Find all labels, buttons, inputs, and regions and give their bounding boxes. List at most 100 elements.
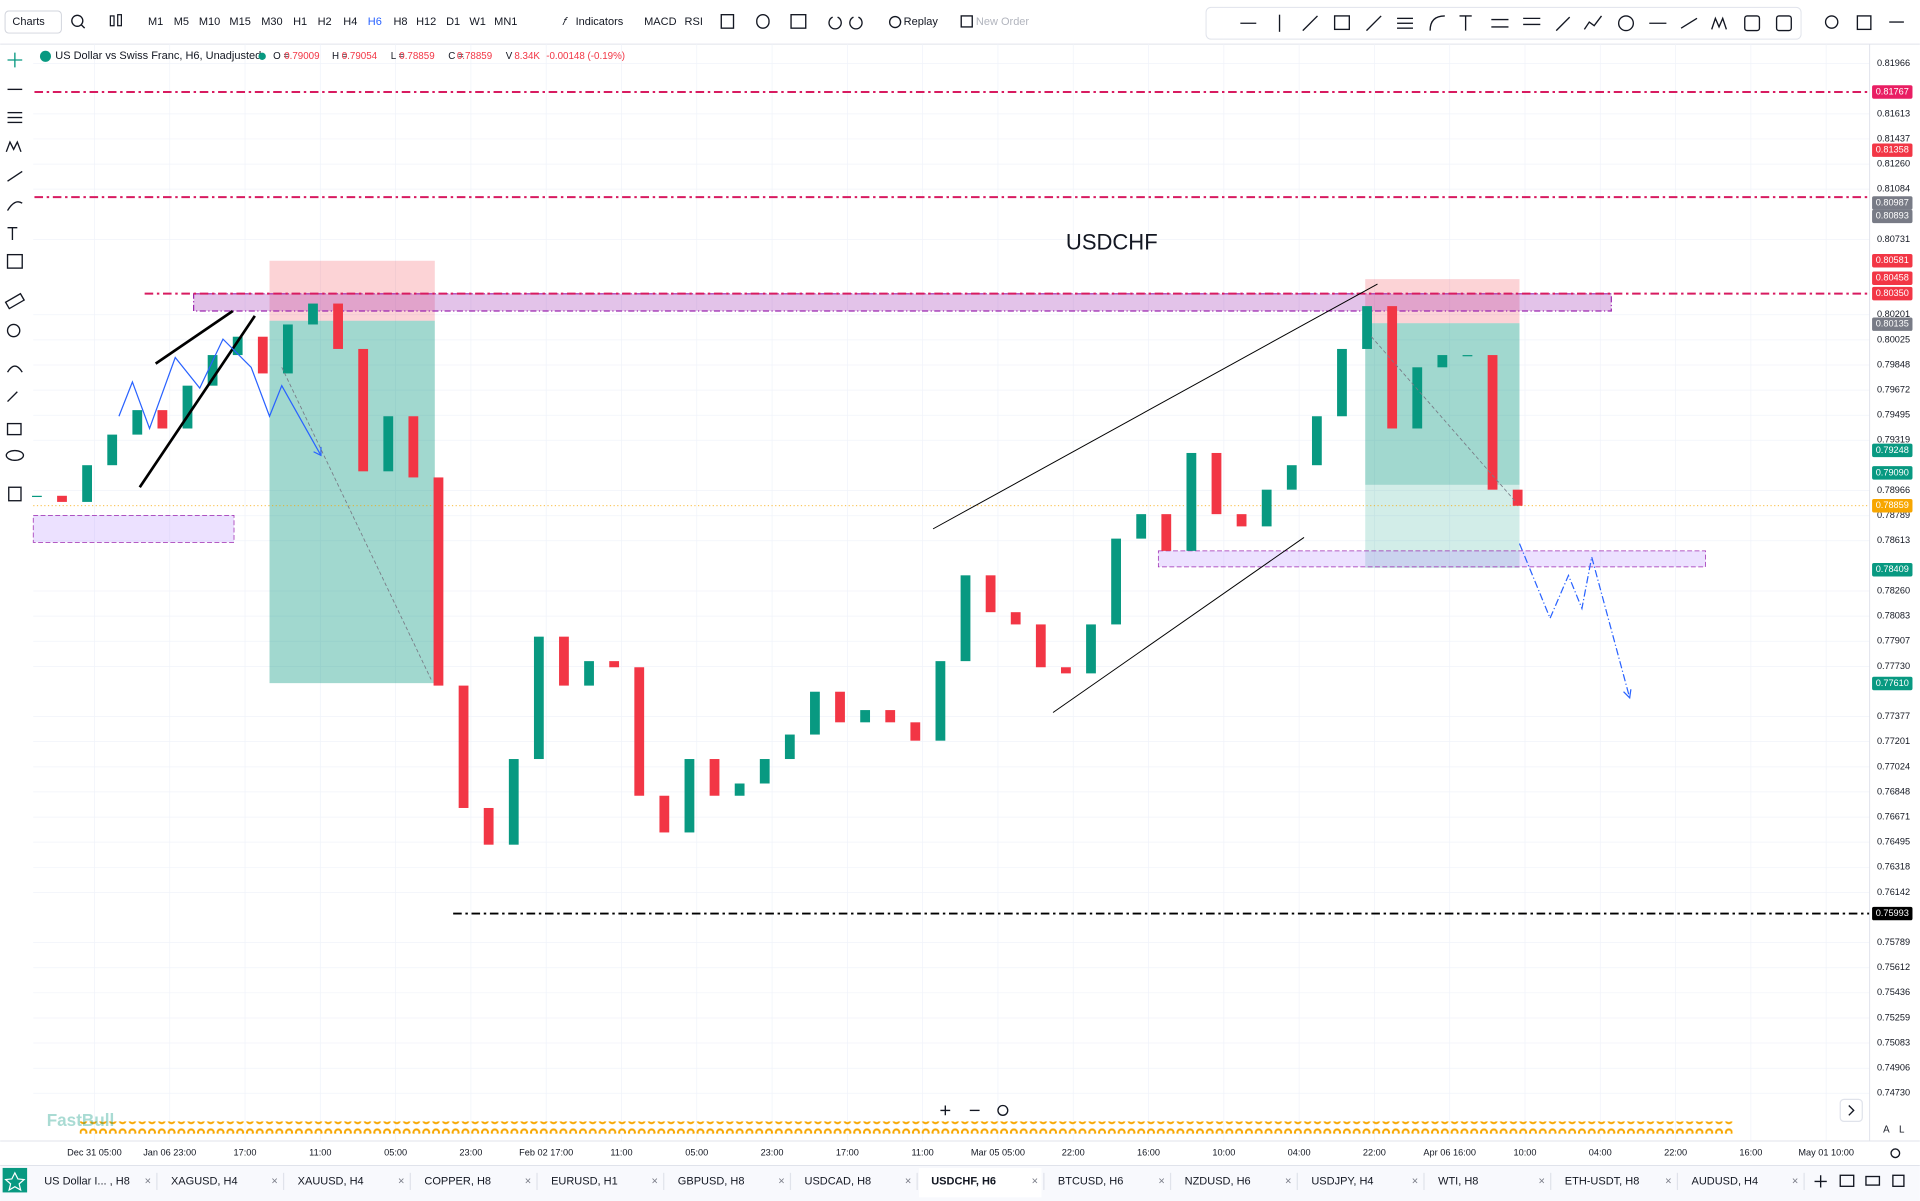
- log-scale-button[interactable]: L: [1899, 1125, 1905, 1136]
- tab-label[interactable]: WTI, H8: [1438, 1175, 1478, 1187]
- candle[interactable]: [1111, 538, 1121, 625]
- candle[interactable]: [32, 495, 42, 498]
- tab-label[interactable]: NZDUSD, H6: [1185, 1175, 1251, 1187]
- candle[interactable]: [107, 434, 118, 466]
- candle[interactable]: [559, 636, 569, 686]
- candle[interactable]: [1286, 465, 1297, 490]
- tab-close[interactable]: ×: [1158, 1175, 1164, 1187]
- undo-icon[interactable]: [828, 16, 842, 30]
- candle[interactable]: [1512, 489, 1523, 506]
- tab-close[interactable]: ×: [651, 1175, 657, 1187]
- layout-icon[interactable]: [720, 14, 735, 29]
- candle[interactable]: [860, 710, 871, 723]
- resistance-zone[interactable]: [193, 293, 1612, 312]
- tab-close[interactable]: ×: [525, 1175, 531, 1187]
- candle[interactable]: [82, 465, 92, 502]
- tab-label[interactable]: EURUSD, H1: [551, 1175, 618, 1187]
- candle[interactable]: [784, 734, 795, 760]
- timeframe-button[interactable]: H1: [293, 16, 307, 28]
- timeframe-button[interactable]: M10: [199, 16, 220, 28]
- candle[interactable]: [584, 661, 594, 686]
- candle[interactable]: [759, 759, 770, 784]
- timeframe-button[interactable]: H8: [393, 16, 407, 28]
- study-rsi[interactable]: RSI: [685, 16, 703, 28]
- charts-menu[interactable]: [4, 10, 62, 34]
- candle[interactable]: [1462, 355, 1473, 357]
- candle[interactable]: [1261, 489, 1272, 527]
- redo-icon[interactable]: [849, 16, 863, 30]
- candle[interactable]: [207, 355, 218, 386]
- tab-label[interactable]: BTCUSD, H6: [1058, 1175, 1123, 1187]
- candle[interactable]: [1236, 514, 1247, 527]
- candle[interactable]: [257, 336, 268, 374]
- replay-icon[interactable]: [888, 15, 902, 29]
- candle[interactable]: [609, 661, 620, 668]
- tab-close[interactable]: ×: [1792, 1175, 1798, 1187]
- tab-close[interactable]: ×: [1412, 1175, 1418, 1187]
- timeframe-button[interactable]: H6: [368, 16, 382, 28]
- candle[interactable]: [684, 759, 695, 833]
- candle[interactable]: [709, 759, 720, 796]
- tab-close[interactable]: ×: [1538, 1175, 1544, 1187]
- candle[interactable]: [1161, 514, 1172, 551]
- tab-close[interactable]: ×: [145, 1175, 151, 1187]
- candle[interactable]: [1387, 306, 1398, 429]
- tab-label[interactable]: XAUUSD, H4: [298, 1175, 364, 1187]
- left-toolbar[interactable]: [4, 52, 26, 502]
- search-icon[interactable]: [71, 14, 84, 27]
- indicators-button[interactable]: Indicators: [576, 16, 624, 28]
- timeframe-button[interactable]: H12: [416, 16, 436, 28]
- candle[interactable]: [408, 416, 419, 478]
- timeframe-button[interactable]: MN1: [494, 16, 517, 28]
- candle[interactable]: [57, 495, 67, 502]
- zoom-controls[interactable]: [940, 1104, 1009, 1116]
- candle[interactable]: [483, 807, 494, 845]
- drawings[interactable]: [118, 283, 1632, 713]
- tab-label[interactable]: US Dollar I... , H8: [44, 1175, 130, 1187]
- window-controls[interactable]: [1814, 1174, 1905, 1188]
- candle[interactable]: [1337, 348, 1347, 417]
- candle[interactable]: [333, 303, 343, 349]
- candle[interactable]: [1211, 452, 1222, 515]
- candle[interactable]: [659, 795, 670, 833]
- candle[interactable]: [1437, 355, 1448, 368]
- candle[interactable]: [383, 416, 394, 472]
- short-position-target[interactable]: [1365, 484, 1520, 569]
- candle[interactable]: [634, 667, 645, 796]
- replay-button[interactable]: Replay: [904, 16, 939, 28]
- candle[interactable]: [910, 722, 921, 741]
- tab-label[interactable]: ETH-USDT, H8: [1565, 1175, 1640, 1187]
- tab-label[interactable]: COPPER, H8: [424, 1175, 491, 1187]
- support-zone[interactable]: [32, 515, 235, 543]
- candle[interactable]: [533, 636, 544, 760]
- active-tab[interactable]: [918, 1167, 1042, 1198]
- timeframe-button[interactable]: M15: [229, 16, 250, 28]
- tab-label[interactable]: AUDUSD, H4: [1691, 1175, 1758, 1187]
- candle[interactable]: [308, 303, 318, 325]
- tab-close[interactable]: ×: [905, 1175, 911, 1187]
- event-markers[interactable]: [79, 1121, 1733, 1134]
- candle[interactable]: [1136, 514, 1147, 539]
- candle[interactable]: [282, 324, 293, 374]
- timeframe-button[interactable]: M1: [148, 16, 163, 28]
- drawing-tools[interactable]: [1240, 14, 1904, 32]
- auto-scale-button[interactable]: A: [1883, 1125, 1890, 1136]
- candle[interactable]: [1362, 306, 1372, 349]
- tab-label[interactable]: USDCAD, H8: [805, 1175, 872, 1187]
- candle[interactable]: [1035, 624, 1046, 668]
- candle[interactable]: [1086, 624, 1096, 674]
- tab-close[interactable]: ×: [398, 1175, 404, 1187]
- timeframe-button[interactable]: H2: [318, 16, 332, 28]
- candle[interactable]: [358, 348, 369, 472]
- short-position-risk[interactable]: [269, 260, 435, 321]
- candle[interactable]: [935, 661, 946, 741]
- tab-close[interactable]: ×: [271, 1175, 277, 1187]
- tab-close[interactable]: ×: [1665, 1175, 1671, 1187]
- short-position-target[interactable]: [269, 320, 435, 684]
- tab-label[interactable]: USDJPY, H4: [1311, 1175, 1373, 1187]
- tab-close[interactable]: ×: [1032, 1175, 1038, 1187]
- candle[interactable]: [810, 691, 820, 735]
- candle[interactable]: [885, 710, 896, 723]
- candle[interactable]: [132, 410, 143, 435]
- support-zone[interactable]: [1157, 550, 1706, 568]
